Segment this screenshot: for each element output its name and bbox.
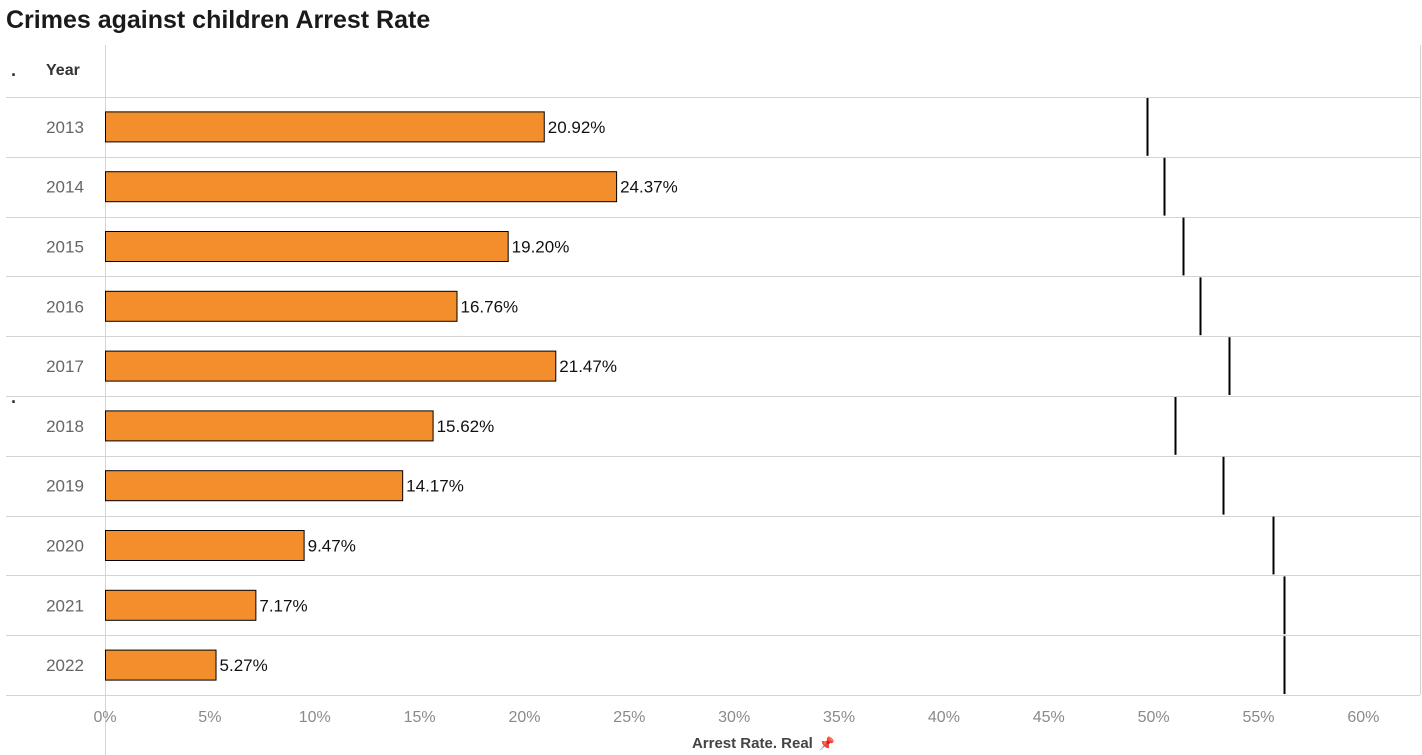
bar-2014[interactable] (105, 171, 618, 203)
x-tick-label: 20% (508, 709, 540, 726)
data-label-2017: 21.47% (559, 357, 617, 376)
pin-icon[interactable]: 📌 (818, 736, 836, 751)
data-label-2013: 20.92% (548, 118, 606, 137)
data-label-2020: 9.47% (308, 537, 356, 556)
bar-2019[interactable] (105, 470, 404, 502)
data-label-2021: 7.17% (259, 596, 307, 615)
data-label-2015: 19.20% (512, 238, 570, 257)
x-tick-label: 5% (198, 709, 221, 726)
x-tick-label: 45% (1033, 709, 1065, 726)
year-label-2022[interactable]: 2022 (46, 656, 84, 675)
row-header-marker: . (11, 60, 17, 80)
data-label-2018: 15.62% (437, 417, 495, 436)
x-tick-label: 60% (1347, 709, 1379, 726)
bar-2021[interactable] (105, 589, 257, 621)
bar-2017[interactable] (105, 350, 557, 382)
data-label-2014: 24.37% (620, 178, 678, 197)
x-tick-label: 40% (928, 709, 960, 726)
x-tick-label: 15% (404, 709, 436, 726)
x-tick-label: 35% (823, 709, 855, 726)
x-tick-label: 55% (1242, 709, 1274, 726)
chart-title: Crimes against children Arrest Rate (6, 6, 431, 34)
year-label-2014[interactable]: 2014 (46, 178, 84, 197)
x-axis-title[interactable]: Arrest Rate. Real (691, 735, 813, 752)
bar-2013[interactable] (105, 111, 545, 143)
x-tick-label: 50% (1138, 709, 1170, 726)
data-label-2019: 14.17% (406, 477, 464, 496)
year-label-2016[interactable]: 2016 (46, 297, 84, 316)
year-label-2013[interactable]: 2013 (46, 118, 84, 137)
year-column-header[interactable]: Year (46, 62, 80, 79)
year-label-2015[interactable]: 2015 (46, 238, 84, 257)
x-axis-title-container: Arrest Rate. Real 📌 (0, 735, 1422, 752)
year-label-2019[interactable]: 2019 (46, 477, 84, 496)
x-tick-label: 10% (299, 709, 331, 726)
data-label-2016: 16.76% (461, 297, 519, 316)
x-tick-label: 30% (718, 709, 750, 726)
year-label-2018[interactable]: 2018 (46, 417, 84, 436)
year-label-2017[interactable]: 2017 (46, 357, 84, 376)
year-label-2021[interactable]: 2021 (46, 596, 84, 615)
bar-2018[interactable] (105, 410, 434, 442)
bar-2016[interactable] (105, 290, 458, 322)
bar-2022[interactable] (105, 649, 217, 681)
x-tick-label: 25% (613, 709, 645, 726)
bar-2020[interactable] (105, 530, 305, 561)
year-label-2020[interactable]: 2020 (46, 537, 84, 556)
bar-2015[interactable] (105, 231, 509, 262)
data-label-2022: 5.27% (220, 656, 268, 675)
x-tick-label: 0% (93, 709, 116, 726)
